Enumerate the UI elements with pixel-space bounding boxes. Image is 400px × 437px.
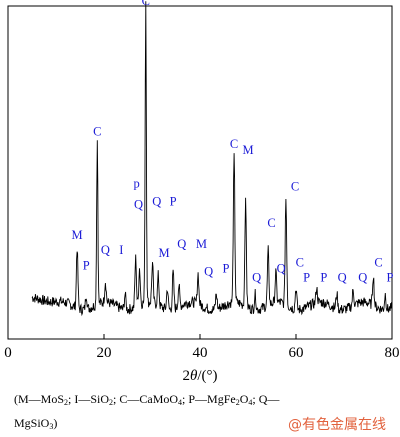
peak-label: Q	[358, 271, 367, 285]
peak-label: M	[196, 237, 207, 251]
peak-label: C	[291, 179, 299, 193]
peak-label: C	[230, 137, 238, 151]
watermark: @有色金属在线	[288, 417, 386, 433]
peak-label: P	[320, 271, 327, 285]
peak-label: Q	[338, 271, 347, 285]
x-axis-ticks: 0 20 40 60 80	[4, 334, 400, 361]
x-axis-label: 2θ/(°)	[182, 368, 217, 384]
peak-label: I	[119, 243, 123, 257]
peak-label: M	[72, 228, 83, 242]
peak-label: P	[387, 271, 394, 285]
peak-label: Q	[152, 195, 161, 209]
x-tick-label: 20	[97, 345, 112, 361]
peak-label: C	[296, 255, 304, 269]
legend-line-2: MgSiO3) @有色金属在线	[14, 413, 394, 437]
plot-frame	[7, 5, 393, 340]
peak-label: Q	[277, 261, 286, 275]
peak-label: Q	[252, 271, 261, 285]
peak-label: C	[267, 216, 275, 230]
peak-label: P	[222, 261, 229, 275]
peak-label: p	[134, 176, 140, 190]
x-tick-label: 40	[193, 345, 208, 361]
peak-label: M	[242, 143, 253, 157]
x-tick-label: 60	[289, 345, 304, 361]
legend-line-1: (M—MoS2; I—SiO2; C—CaMoO4; P—MgFe2O4; Q—	[14, 392, 280, 407]
peak-label: C	[93, 125, 101, 139]
peak-label: Q	[101, 243, 110, 257]
peak-label: M	[158, 246, 169, 260]
peak-label: Q	[177, 237, 186, 251]
phase-legend: (M—MoS2; I—SiO2; C—CaMoO4; P—MgFe2O4; Q—…	[14, 389, 394, 437]
x-tick-label: 80	[385, 345, 400, 361]
diffraction-trace	[31, 1, 393, 317]
peak-label: Q	[134, 198, 143, 212]
peak-label: C	[374, 255, 382, 269]
peak-label: C	[142, 0, 150, 8]
peak-label: P	[170, 195, 177, 209]
peak-label: P	[303, 271, 310, 285]
peak-label: P	[83, 258, 90, 272]
x-tick-label: 0	[4, 345, 12, 361]
peak-label: Q	[204, 264, 213, 278]
